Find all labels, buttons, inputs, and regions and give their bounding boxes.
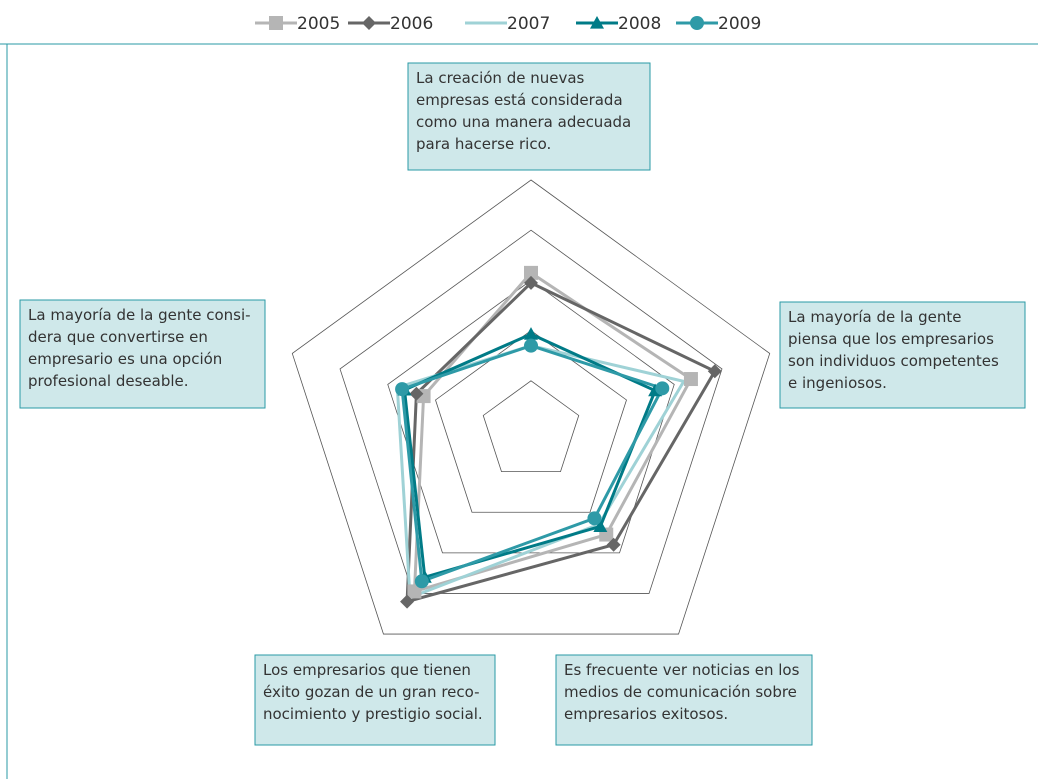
marker: [524, 265, 538, 280]
legend-label: 2007: [507, 14, 550, 34]
marker: [606, 537, 621, 552]
category-label-line: Es frecuente ver noticias en los: [564, 661, 800, 679]
category-box: [254, 654, 496, 746]
category-label-line: éxito gozan de un gran reco-: [263, 683, 480, 701]
grid-ring: [291, 179, 771, 635]
grid-ring: [435, 330, 627, 513]
category-label-line: piensa que los empresarios: [788, 330, 994, 348]
marker: [587, 511, 602, 526]
category-label-line: para hacerse rico.: [416, 135, 551, 153]
category-box: [19, 299, 266, 409]
category-label: La mayoría de la gente piensa que los emp…: [788, 308, 999, 392]
category-label: Es frecuente ver noticias en los medios d…: [564, 661, 800, 723]
category-label-line: La mayoría de la gente consi-: [28, 306, 251, 324]
series-line: [405, 281, 717, 604]
legend-label: 2008: [618, 14, 661, 34]
marker: [655, 381, 670, 396]
category-label-line: Los empresarios que tienen: [263, 661, 471, 679]
series-line: [400, 344, 665, 584]
category-label: La mayoría de la gente consi-dera que co…: [28, 306, 251, 390]
legend-marker: [362, 16, 376, 30]
legend-marker: [590, 16, 604, 29]
category-label-line: empresario es una opción: [28, 350, 222, 368]
legend-label: 2006: [390, 14, 433, 34]
category-label-line: medios de comunicación sobre: [564, 683, 797, 701]
category-box: [779, 301, 1026, 409]
category-label-line: e ingeniosos.: [788, 374, 887, 392]
marker: [414, 574, 429, 589]
marker: [683, 372, 698, 387]
category-label-line: profesional deseable.: [28, 372, 189, 390]
category-label-line: dera que convertirse en: [28, 328, 208, 346]
grid-ring: [339, 229, 723, 594]
category-label-line: La creación de nuevas: [416, 69, 585, 87]
category-box: [407, 62, 651, 171]
category-label: Los empresarios que tienen éxito gozan de…: [263, 661, 483, 723]
category-label-line: La mayoría de la gente: [788, 308, 961, 326]
category-label-line: son individuos competentes: [788, 352, 999, 370]
marker: [395, 382, 410, 397]
marker: [707, 364, 722, 379]
marker: [524, 327, 538, 340]
category-box: [555, 654, 813, 746]
marker: [409, 386, 424, 401]
marker: [524, 275, 538, 290]
category-label-line: nocimiento y prestigio social.: [263, 705, 483, 723]
grid-ring: [482, 380, 580, 473]
marker: [400, 594, 415, 609]
category-label-line: empresarios exitosos.: [564, 705, 728, 723]
category-label-line: como una manera adecuada: [416, 113, 631, 131]
legend-marker: [690, 16, 704, 30]
grid-ring: [387, 279, 675, 554]
category-label: La creación de nuevas empresas está consi…: [416, 69, 631, 153]
legend-marker: [269, 16, 283, 30]
legend-label: 2009: [718, 14, 761, 34]
marker: [593, 519, 608, 533]
legend-label: 2005: [297, 14, 340, 34]
category-label-line: empresas está considerada: [416, 91, 623, 109]
marker: [407, 584, 422, 599]
marker: [524, 338, 538, 353]
series-line: [395, 344, 687, 600]
